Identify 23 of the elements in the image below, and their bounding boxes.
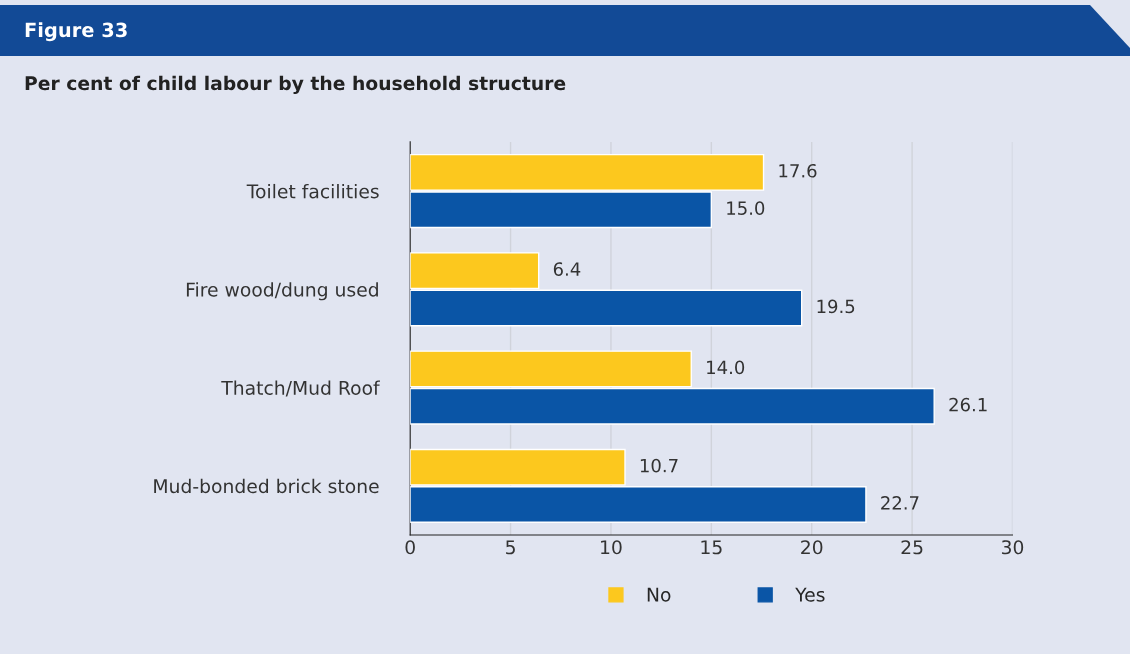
- x-tick-label: 10: [601, 540, 622, 555]
- x-tick-label: 0: [405, 540, 415, 555]
- chart-subtitle: Per cent of child labour by the household structure: [25, 75, 566, 95]
- data-label: 26.1: [949, 397, 987, 412]
- legend-label: No: [647, 587, 671, 602]
- x-tick-label: 5: [506, 540, 515, 555]
- y-tick-label: Thatch/Mud Roof: [221, 380, 380, 397]
- data-label: 6.4: [553, 262, 581, 276]
- y-tick-label: Mud-bonded brick stone: [154, 478, 379, 494]
- x-tick-label: 30: [1001, 540, 1024, 555]
- y-tick-label: Fire wood/dung used: [186, 282, 378, 301]
- x-tick-label: 20: [801, 540, 823, 555]
- data-label: 15.0: [727, 201, 765, 215]
- x-tick-label: 15: [701, 540, 722, 555]
- legend-label: Yes: [795, 587, 825, 602]
- data-label: 22.7: [881, 496, 919, 510]
- data-label: 10.7: [640, 458, 678, 473]
- x-tick-label: 25: [901, 540, 923, 555]
- data-label: 17.6: [779, 163, 817, 178]
- text: Figure 33: [25, 22, 127, 42]
- data-label: 19.5: [817, 299, 855, 314]
- y-tick-label: Toilet facilities: [246, 183, 379, 199]
- data-label: 14.0: [707, 360, 745, 375]
